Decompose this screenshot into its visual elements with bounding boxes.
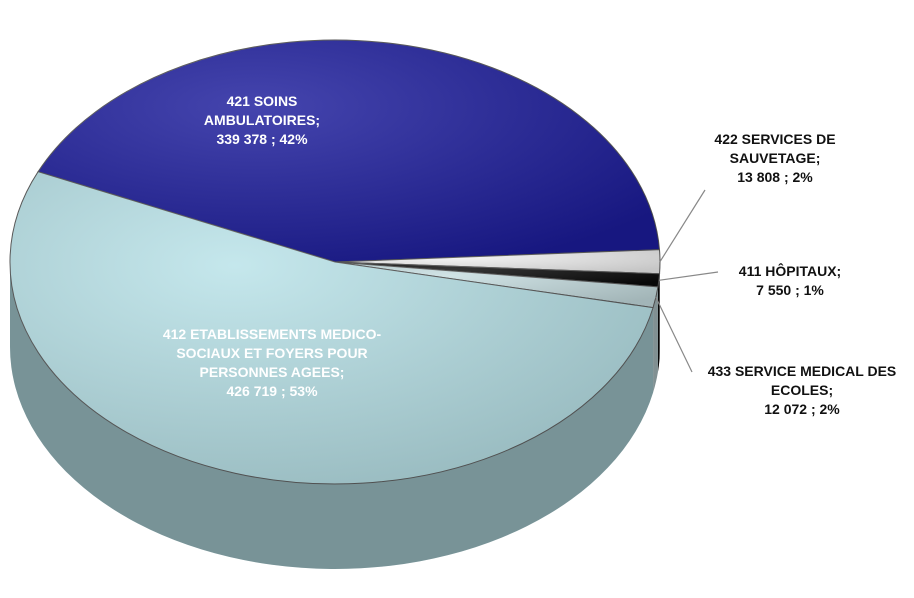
label-name: 412 ETABLISSEMENTS MEDICO-SOCIAUX ET FOY… [162, 326, 382, 380]
label-name: 422 SERVICES DE SAUVETAGE; [714, 131, 836, 166]
label-value: 7 550 ; 1% [756, 282, 824, 298]
pie-side-shade [653, 286, 658, 393]
leader-line [658, 271, 719, 281]
leader-line [655, 297, 693, 373]
pie-side-shade [657, 273, 660, 372]
data-label: 412 ETABLISSEMENTS MEDICO-SOCIAUX ET FOY… [147, 325, 397, 401]
label-value: 426 719 ; 53% [226, 383, 318, 399]
pie-side [657, 273, 660, 372]
label-value: 339 378 ; 42% [216, 131, 308, 147]
pie-side-shade [10, 262, 654, 569]
leader-line [659, 189, 706, 263]
pie-slice-shade [335, 249, 661, 274]
data-label: 411 HÔPITAUX; 7 550 ; 1% [710, 262, 870, 300]
label-value: 12 072 ; 2% [764, 401, 840, 417]
label-name: 411 HÔPITAUX; [738, 263, 842, 279]
pie-side [653, 286, 658, 393]
label-value: 13 808 ; 2% [737, 169, 813, 185]
pie-slice-shade [38, 39, 660, 263]
pie-side [10, 262, 654, 569]
data-label: 433 SERVICE MEDICAL DES ECOLES; 12 072 ; … [692, 362, 912, 419]
label-name: 421 SOINS AMBULATOIRES; [203, 93, 321, 128]
data-label: 422 SERVICES DE SAUVETAGE; 13 808 ; 2% [685, 130, 865, 187]
label-name: 433 SERVICE MEDICAL DES ECOLES; [707, 363, 897, 398]
data-label: 421 SOINS AMBULATOIRES; 339 378 ; 42% [172, 92, 352, 149]
pie-slice-shade [9, 171, 654, 485]
